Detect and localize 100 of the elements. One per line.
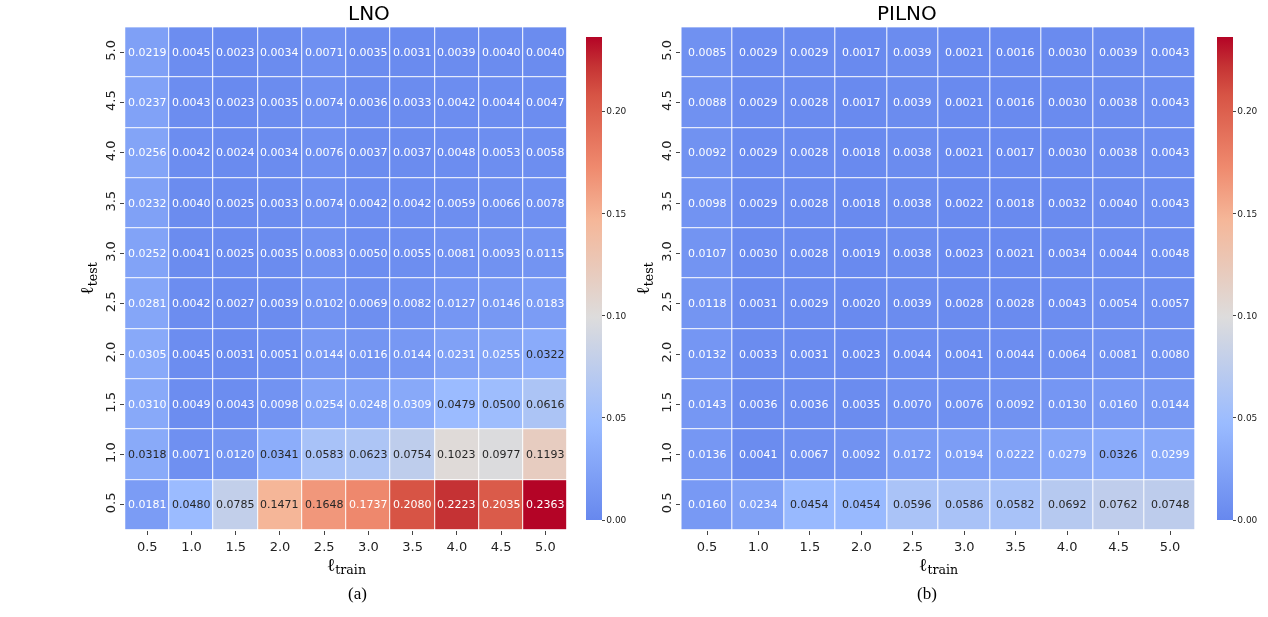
y-tick-label: 2.0	[102, 341, 118, 363]
data-label: 0.0500	[482, 398, 521, 411]
chart-title: PILNO	[877, 1, 937, 25]
data-label: 0.0034	[260, 46, 299, 59]
data-label: 0.0070	[893, 398, 932, 411]
x-tick-label: 2.5	[313, 538, 335, 554]
color-bar-label: 0.00	[606, 515, 627, 526]
data-label: 0.1737	[349, 498, 388, 511]
data-label: 0.0623	[349, 448, 388, 461]
data-label: 0.0130	[1048, 398, 1087, 411]
data-label: 0.0256	[128, 146, 167, 159]
y-tick-label: 2.0	[659, 341, 675, 363]
data-label: 0.0038	[893, 197, 932, 210]
y-tick-label: 4.0	[659, 140, 675, 162]
data-label: 0.0033	[393, 96, 432, 109]
data-label: 0.0299	[1151, 448, 1190, 461]
data-label: 0.0029	[739, 96, 778, 109]
data-label: 0.0057	[1151, 297, 1190, 310]
data-label: 0.0038	[893, 247, 932, 260]
x-tick-label: 4.0	[1056, 538, 1078, 554]
data-label: 0.0035	[842, 398, 881, 411]
data-label: 0.0144	[305, 348, 344, 361]
data-label: 0.0042	[172, 146, 211, 159]
data-label: 0.0043	[172, 96, 211, 109]
y-tick-label: 2.5	[659, 291, 675, 313]
data-label: 0.0018	[842, 197, 881, 210]
data-label: 0.0042	[437, 96, 476, 109]
data-label: 0.0479	[437, 398, 476, 411]
y-tick-label: 1.0	[102, 442, 118, 463]
data-label: 0.0048	[437, 146, 476, 159]
data-label: 0.0036	[790, 398, 829, 411]
data-label: 0.0146	[482, 297, 521, 310]
data-label: 0.0234	[739, 498, 778, 511]
x-tick-label: 4.5	[1108, 538, 1129, 554]
color-bar-label: 0.15	[606, 208, 627, 219]
data-label: 0.0116	[349, 348, 388, 361]
x-tick-label: 2.0	[851, 538, 872, 554]
data-label: 0.0586	[945, 498, 984, 511]
data-label: 0.0054	[1099, 297, 1138, 310]
x-tick-label: 3.0	[953, 538, 975, 554]
data-label: 0.0596	[893, 498, 932, 511]
data-label: 0.0136	[688, 448, 727, 461]
x-tick-label: 3.0	[358, 538, 379, 554]
data-label: 0.0041	[172, 247, 211, 260]
data-label: 0.0023	[842, 348, 881, 361]
data-label: 0.0029	[790, 46, 829, 59]
data-label: 0.0029	[790, 297, 829, 310]
data-label: 0.0017	[842, 46, 881, 59]
data-label: 0.0232	[128, 197, 167, 210]
data-label: 0.0143	[688, 398, 727, 411]
x-tick-label: 4.0	[446, 538, 468, 554]
data-label: 0.0031	[216, 348, 255, 361]
data-label: 0.0051	[260, 348, 299, 361]
x-tick-label: 1.0	[181, 538, 202, 554]
data-label: 0.0029	[739, 197, 778, 210]
color-bar-label: 0.05	[1237, 413, 1258, 424]
data-label: 0.0043	[1151, 146, 1190, 159]
data-label: 0.0309	[393, 398, 432, 411]
data-label: 0.0039	[437, 46, 476, 59]
text: (a)	[348, 584, 367, 603]
data-label: 0.0043	[216, 398, 255, 411]
y-tick-label: 1.5	[102, 391, 118, 413]
data-label: 0.0029	[739, 46, 778, 59]
data-label: 0.0042	[172, 297, 211, 310]
data-label: 0.0023	[216, 46, 255, 59]
data-label: 0.0092	[688, 146, 727, 159]
x-tick-label: 1.5	[799, 538, 821, 554]
y-tick-label: 0.5	[659, 492, 675, 514]
data-label: 0.0028	[790, 247, 829, 260]
data-label: 0.2223	[437, 498, 476, 511]
data-label: 0.0021	[945, 146, 984, 159]
data-label: 0.0118	[688, 297, 727, 310]
data-label: 0.0021	[945, 46, 984, 59]
data-label: 0.0038	[1099, 96, 1138, 109]
x-tick-label: 1.5	[225, 538, 247, 554]
data-label: 0.0977	[482, 448, 521, 461]
data-label: 0.0040	[482, 46, 521, 59]
data-label: 0.0222	[996, 448, 1035, 461]
x-tick-label: 3.5	[1005, 538, 1027, 554]
data-label: 0.0020	[842, 297, 881, 310]
data-label: 0.0035	[349, 46, 388, 59]
data-label: 0.0028	[790, 96, 829, 109]
data-label: 0.2363	[526, 498, 565, 511]
data-label: 0.0318	[128, 448, 167, 461]
data-label: 0.0044	[996, 348, 1035, 361]
color-bar-label: 0.00	[1237, 515, 1258, 526]
data-label: 0.0047	[526, 96, 565, 109]
x-tick-label: 1.0	[748, 538, 769, 554]
data-label: 0.0039	[893, 46, 932, 59]
data-label: 0.0040	[1099, 197, 1138, 210]
data-label: 0.0754	[393, 448, 432, 461]
data-label: 0.0042	[393, 197, 432, 210]
data-label: 0.0074	[305, 96, 344, 109]
data-label: 0.0021	[996, 247, 1035, 260]
data-label: 0.0038	[893, 146, 932, 159]
data-label: 0.0085	[688, 46, 727, 59]
data-label: 0.0107	[688, 247, 727, 260]
data-label: 0.0144	[1151, 398, 1190, 411]
data-label: 0.0076	[305, 146, 344, 159]
data-label: 0.0045	[172, 46, 211, 59]
